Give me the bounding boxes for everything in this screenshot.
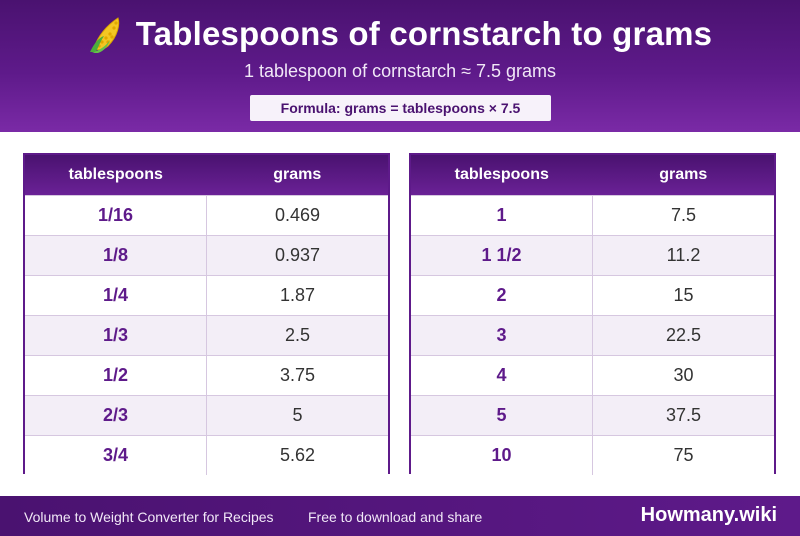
conversion-table-left: tablespoons grams 1/16 0.469 1/8 0.937 1/4… [23,153,390,475]
tablespoons-cell: 1/3 [25,316,207,355]
table-row: 1/4 1.87 [25,275,388,315]
column-header-grams: grams [273,166,322,183]
footer-bar: Volume to Weight Converter for Recipes F… [0,496,800,536]
column-header-tablespoons: tablespoons [454,166,549,183]
tablespoons-cell: 2 [411,276,593,315]
grams-cell: 7.5 [670,205,697,225]
table-row: 1/16 0.469 [25,195,388,235]
tablespoons-cell: 1 1/2 [411,236,593,275]
tablespoons-cell: 10 [411,436,593,475]
formula-badge: Formula: grams = tablespoons × 7.5 [250,95,551,121]
corn-icon [89,17,119,53]
grams-cell: 30 [673,365,694,385]
table-body: 1 7.5 1 1/2 11.2 2 15 3 22.5 4 30 5 37.5 10 75 [411,195,774,475]
tablespoons-cell: 3 [411,316,593,355]
grams-cell: 5 [292,405,303,425]
tablespoons-cell: 1 [411,196,593,235]
table-row: 3/4 5.62 [25,435,388,475]
table-body: 1/16 0.469 1/8 0.937 1/4 1.87 1/3 2.5 1/2 3.7… [25,195,388,475]
table-row: 1/8 0.937 [25,235,388,275]
table-row: 4 30 [411,355,774,395]
table-header: tablespoons grams [411,155,774,195]
table-row: 2/3 5 [25,395,388,435]
tablespoons-cell: 2/3 [25,396,207,435]
grams-cell: 75 [673,445,694,465]
table-row: 3 22.5 [411,315,774,355]
brand-logo-text[interactable]: Howmany.wiki [640,504,777,526]
table-row: 1/3 2.5 [25,315,388,355]
table-header: tablespoons grams [25,155,388,195]
table-row: 1/2 3.75 [25,355,388,395]
tablespoons-cell: 3/4 [25,436,207,475]
table-row: 1 7.5 [411,195,774,235]
tablespoons-cell: 5 [411,396,593,435]
tablespoons-cell: 1/8 [25,236,207,275]
footer-middle-text: Free to download and share [308,509,483,525]
grams-cell: 15 [673,285,694,305]
grams-cell: 37.5 [665,405,702,425]
grams-cell: 11.2 [666,245,701,265]
tablespoons-cell: 4 [411,356,593,395]
conversion-table-right: tablespoons grams 1 7.5 1 1/2 11.2 2 15 3 22… [409,153,776,475]
grams-cell: 0.469 [274,205,321,225]
page-subtitle: 1 tablespoon of cornstarch ≈ 7.5 grams [243,61,557,81]
grams-cell: 0.937 [274,245,321,265]
column-header-grams: grams [659,166,708,183]
table-row: 1 1/2 11.2 [411,235,774,275]
tablespoons-cell: 1/4 [25,276,207,315]
table-row: 10 75 [411,435,774,475]
grams-cell: 1.87 [279,285,316,305]
grams-cell: 22.5 [665,325,702,345]
page-title: Tablespoons of cornstarch to grams [135,15,713,52]
footer-left-text: Volume to Weight Converter for Recipes [24,509,274,525]
grams-cell: 3.75 [279,365,316,385]
grams-cell: 5.62 [279,445,316,465]
column-header-tablespoons: tablespoons [68,166,163,183]
table-row: 5 37.5 [411,395,774,435]
header-banner: Tablespoons of cornstarch to grams 1 tab… [0,0,800,132]
grams-cell: 2.5 [284,325,311,345]
page-title-row: Tablespoons of cornstarch to grams [0,14,800,54]
tablespoons-cell: 1/16 [25,196,207,235]
tablespoons-cell: 1/2 [25,356,207,395]
table-row: 2 15 [411,275,774,315]
